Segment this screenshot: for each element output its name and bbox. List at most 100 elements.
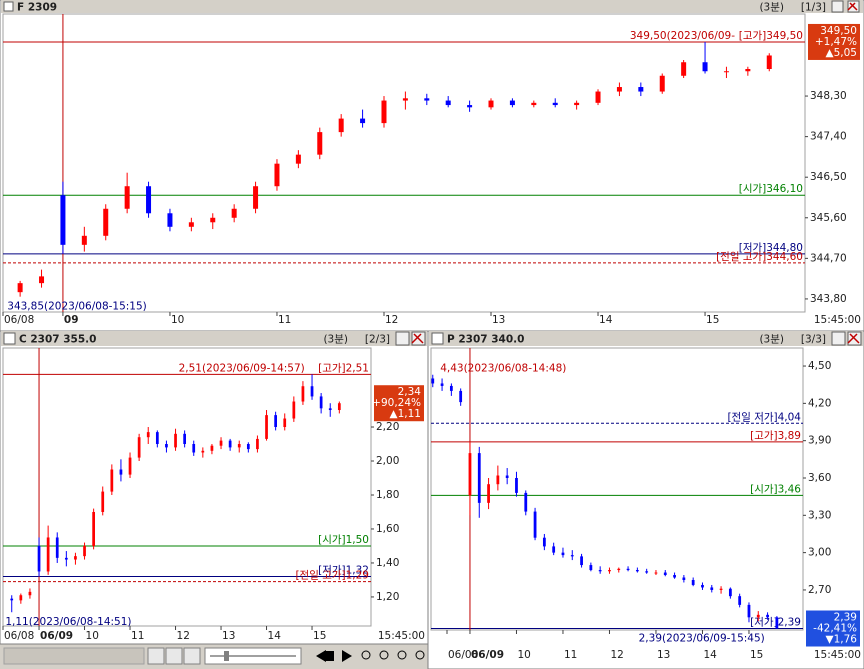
window-page: [2/3] <box>365 334 390 346</box>
window-period: (3분) <box>759 2 784 14</box>
candle-body <box>468 453 472 496</box>
button-config[interactable] <box>395 331 410 346</box>
candle-body <box>449 385 453 391</box>
candle-body <box>496 475 500 485</box>
candle-body <box>17 283 23 293</box>
candle-body <box>775 617 779 629</box>
candle-body <box>505 475 509 478</box>
x-tick-label: 13 <box>492 314 505 326</box>
price-box-text: ▲5,05 <box>826 47 857 59</box>
candle-body <box>228 440 232 448</box>
candle-body <box>561 552 565 556</box>
x-tick-label: 09 <box>64 314 79 326</box>
price-box-text: ▲1,11 <box>390 408 421 420</box>
title-checkbox[interactable] <box>3 1 14 12</box>
toolbar <box>0 644 428 669</box>
level-label: [고가]349,50 <box>739 30 803 42</box>
annotation: 1,11(2023/06/08-14:51) <box>5 616 131 628</box>
annotation: 343,85(2023/06/08-15:15) <box>7 301 147 313</box>
button-config[interactable] <box>831 331 846 346</box>
button-config[interactable] <box>831 0 844 13</box>
price-box-text: +1,47% <box>815 36 857 48</box>
candle-body <box>124 186 130 209</box>
candle-body <box>509 100 515 106</box>
candle-body <box>445 100 451 106</box>
price-box-text: 2,34 <box>398 386 422 398</box>
window-title: P 2307 340.0 <box>447 334 524 346</box>
x-tick-label: 11 <box>278 314 291 326</box>
candle-body <box>103 208 109 236</box>
title-bar <box>429 331 863 346</box>
title-checkbox[interactable] <box>431 332 444 345</box>
candle-body <box>210 445 214 451</box>
price-box-text: ▼1,76 <box>826 634 858 646</box>
candle-body <box>274 415 277 428</box>
candle-body <box>467 105 473 108</box>
plot-area <box>2 347 372 627</box>
candle-body <box>219 440 223 446</box>
candle-body <box>295 154 301 164</box>
x-tick-label: 13 <box>222 630 235 642</box>
x-end-label: 15:45:00 <box>814 649 861 661</box>
zoom-tool[interactable] <box>415 650 425 660</box>
candle-body <box>55 537 59 558</box>
annotation: 2,51(2023/06/09-14:57) <box>179 362 305 374</box>
candle-body <box>128 457 132 475</box>
candle-body <box>237 444 241 448</box>
button-right2[interactable] <box>183 647 201 665</box>
candle-body <box>681 62 687 76</box>
y-tick-label: 1,80 <box>376 489 399 501</box>
candle-body <box>710 587 714 590</box>
x-tick-label: 15 <box>313 630 326 642</box>
panel-bg <box>427 330 864 669</box>
button-left[interactable] <box>147 647 165 665</box>
candle-body <box>201 450 205 453</box>
candle-body <box>146 186 152 214</box>
scroll-area[interactable] <box>3 647 145 665</box>
x-tick-label: 13 <box>657 649 670 661</box>
slider-thumb[interactable] <box>224 651 229 661</box>
candle-body <box>317 132 323 155</box>
y-tick-label: 4,20 <box>808 397 831 409</box>
candle-body <box>101 491 105 512</box>
x-tick-label: 15 <box>706 314 719 326</box>
y-tick-label: 3,90 <box>808 435 831 447</box>
button-stop[interactable] <box>324 651 334 661</box>
candle-body <box>673 575 676 578</box>
zoom-in[interactable] <box>361 650 371 660</box>
candle-body <box>74 556 77 560</box>
candle-body <box>10 598 14 601</box>
candle-body <box>39 276 45 284</box>
candle-body <box>595 91 601 103</box>
level-label: [시가]3,46 <box>750 483 801 495</box>
window-period: (3분) <box>323 334 348 346</box>
candle-body <box>570 555 574 557</box>
zoom-reset[interactable] <box>397 650 407 660</box>
candle-body <box>487 484 490 503</box>
x-tick-label: 06/08 <box>4 630 34 642</box>
candle-body <box>638 87 644 92</box>
candle-body <box>37 545 41 572</box>
y-tick-label: 1,60 <box>376 523 399 535</box>
window-title: F 2309 <box>17 2 57 14</box>
button-next[interactable] <box>342 650 352 662</box>
candle-body <box>654 572 658 574</box>
price-box <box>808 23 860 60</box>
candle-body <box>524 492 528 512</box>
candle-body <box>659 75 665 92</box>
title-checkbox[interactable] <box>3 332 16 345</box>
button-right[interactable] <box>165 647 183 665</box>
candle-body <box>183 433 186 445</box>
plot-area <box>2 13 806 313</box>
x-tick-label: 12 <box>385 314 398 326</box>
close-x <box>411 333 424 344</box>
y-tick-label: 2,20 <box>376 421 399 433</box>
zoom-out[interactable] <box>379 650 389 660</box>
title-bar <box>1 0 863 13</box>
annotation: 4,43(2023/06/08-14:48) <box>440 363 566 375</box>
button-prev[interactable] <box>316 650 326 662</box>
candle-body <box>682 577 686 580</box>
level-label: [시가]1,50 <box>318 534 369 546</box>
